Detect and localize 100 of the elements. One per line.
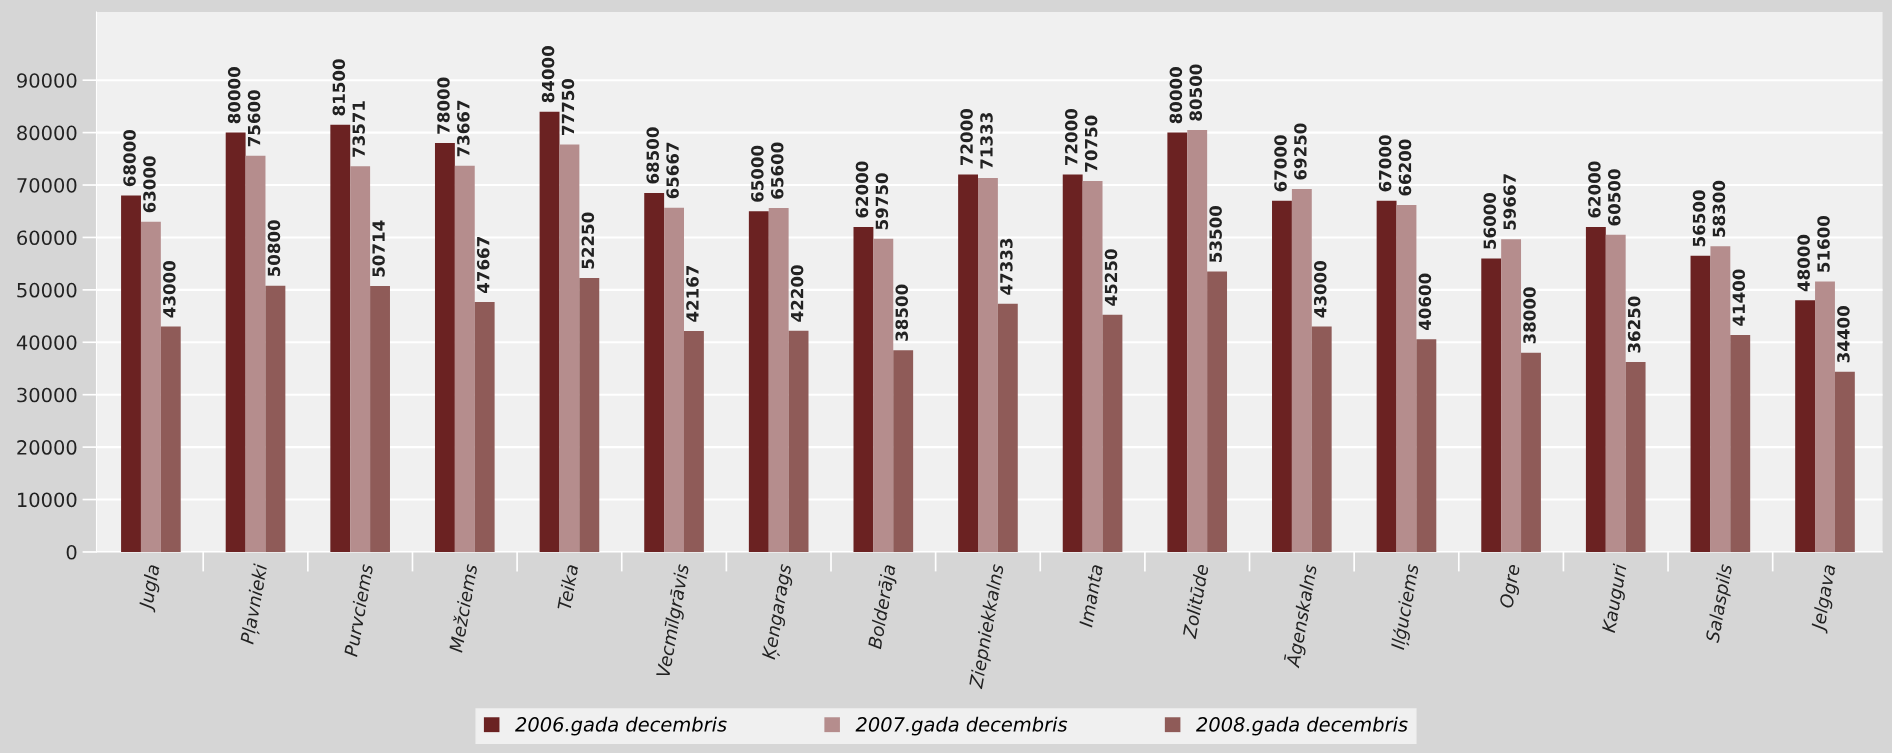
bar [454, 165, 475, 552]
bar [788, 330, 809, 552]
y-tick-label: 90000 [17, 73, 77, 88]
data-label: 43000 [1313, 261, 1327, 318]
data-label: 81500 [332, 59, 346, 116]
y-tick-label: 10000 [18, 492, 77, 508]
bar [1690, 255, 1711, 552]
bar [1730, 334, 1751, 552]
data-label: 78000 [437, 77, 450, 134]
x-tick-label: Mežciems [447, 563, 478, 653]
data-label: 41400 [1732, 269, 1746, 326]
bar [474, 302, 495, 552]
x-tick-label: Teika [556, 564, 579, 611]
bar [245, 155, 266, 552]
x-tick-label: Jelgava [1810, 564, 1840, 634]
bar [958, 174, 979, 552]
data-label: 75600 [247, 90, 261, 147]
data-label: 71333 [980, 113, 993, 169]
bar [1272, 200, 1292, 552]
data-label: 45250 [1104, 249, 1118, 306]
bar [1501, 239, 1522, 552]
bar [1167, 132, 1188, 552]
y-tick-label: 40000 [16, 335, 77, 350]
data-label: 68000 [123, 129, 136, 187]
bar [1605, 234, 1626, 552]
data-label: 48000 [1797, 234, 1810, 292]
data-label: 56000 [1483, 192, 1497, 249]
y-tick-label: 50000 [17, 282, 77, 298]
bar [748, 211, 769, 552]
y-tick-label: 20000 [17, 440, 77, 455]
data-label: 43000 [163, 261, 176, 318]
x-tick-label: Bolderāja [867, 564, 900, 650]
data-label: 40600 [1418, 273, 1432, 331]
data-label: 68500 [646, 127, 660, 184]
bar [539, 111, 560, 552]
data-label: 62000 [1588, 161, 1601, 218]
data-label: 80000 [1169, 67, 1183, 124]
y-tick-label: 0 [66, 544, 77, 560]
x-tick-label: Imanta [1079, 564, 1104, 628]
bar [1416, 339, 1437, 552]
data-label: 73571 [352, 101, 365, 157]
y-tick-label: 80000 [17, 125, 77, 141]
legend-label: 2008.gada decembris [1196, 716, 1408, 736]
x-tick-label: Zolitūde [1182, 563, 1209, 640]
data-label: 66200 [1398, 139, 1412, 196]
data-label: 80000 [227, 67, 241, 124]
bar [1710, 246, 1731, 552]
data-label: 47333 [1000, 238, 1013, 295]
x-tick-label: Kauguri [1601, 563, 1631, 634]
y-tick-label: 70000 [17, 177, 77, 193]
data-label: 42200 [790, 265, 804, 322]
data-label: 56500 [1692, 190, 1706, 247]
bar [350, 166, 371, 552]
bar [265, 285, 286, 552]
data-label: 67000 [1378, 135, 1392, 192]
bar [140, 221, 161, 552]
bar [1311, 326, 1332, 552]
data-label: 65000 [751, 145, 764, 202]
bar [1082, 181, 1103, 552]
bar [121, 195, 141, 552]
x-tick-label: Pļavnieki [239, 563, 272, 646]
bar [683, 330, 704, 552]
data-label: 84000 [541, 46, 555, 103]
data-label: 36250 [1627, 296, 1641, 353]
bar [1625, 361, 1646, 552]
data-label: 51600 [1817, 215, 1830, 272]
data-label: 59667 [1503, 174, 1516, 230]
bar [370, 286, 390, 552]
data-label: 70750 [1084, 115, 1098, 172]
data-label: 73667 [457, 100, 470, 157]
data-label: 38500 [895, 284, 909, 341]
data-label: 50714 [372, 220, 385, 277]
data-label: 63000 [143, 156, 156, 213]
bar [1207, 271, 1228, 552]
bar [893, 350, 914, 552]
bar [644, 192, 665, 552]
data-label: 60500 [1607, 169, 1621, 226]
data-label: 65667 [666, 142, 679, 199]
bar [160, 326, 181, 552]
bar [225, 132, 246, 552]
x-tick-label: Iļģuciems [1390, 563, 1423, 651]
data-label: 58300 [1712, 180, 1726, 237]
bar [579, 278, 600, 552]
bar [1187, 129, 1208, 552]
bar [1585, 226, 1606, 552]
bar [1376, 200, 1397, 552]
x-tick-label: Ķengarags [761, 563, 796, 661]
bar [1834, 371, 1855, 552]
legend-label: 2006.gada decembris [515, 716, 727, 736]
data-label: 38000 [1523, 287, 1536, 344]
bar [1815, 281, 1835, 552]
bar [664, 207, 684, 552]
bar [1396, 204, 1417, 552]
bar [1481, 258, 1502, 552]
bar [434, 143, 455, 552]
bar [1102, 314, 1123, 552]
x-tick-label: Ogre [1499, 563, 1524, 609]
bar [559, 144, 580, 552]
data-label: 67000 [1274, 135, 1287, 192]
data-label: 62000 [855, 161, 869, 218]
